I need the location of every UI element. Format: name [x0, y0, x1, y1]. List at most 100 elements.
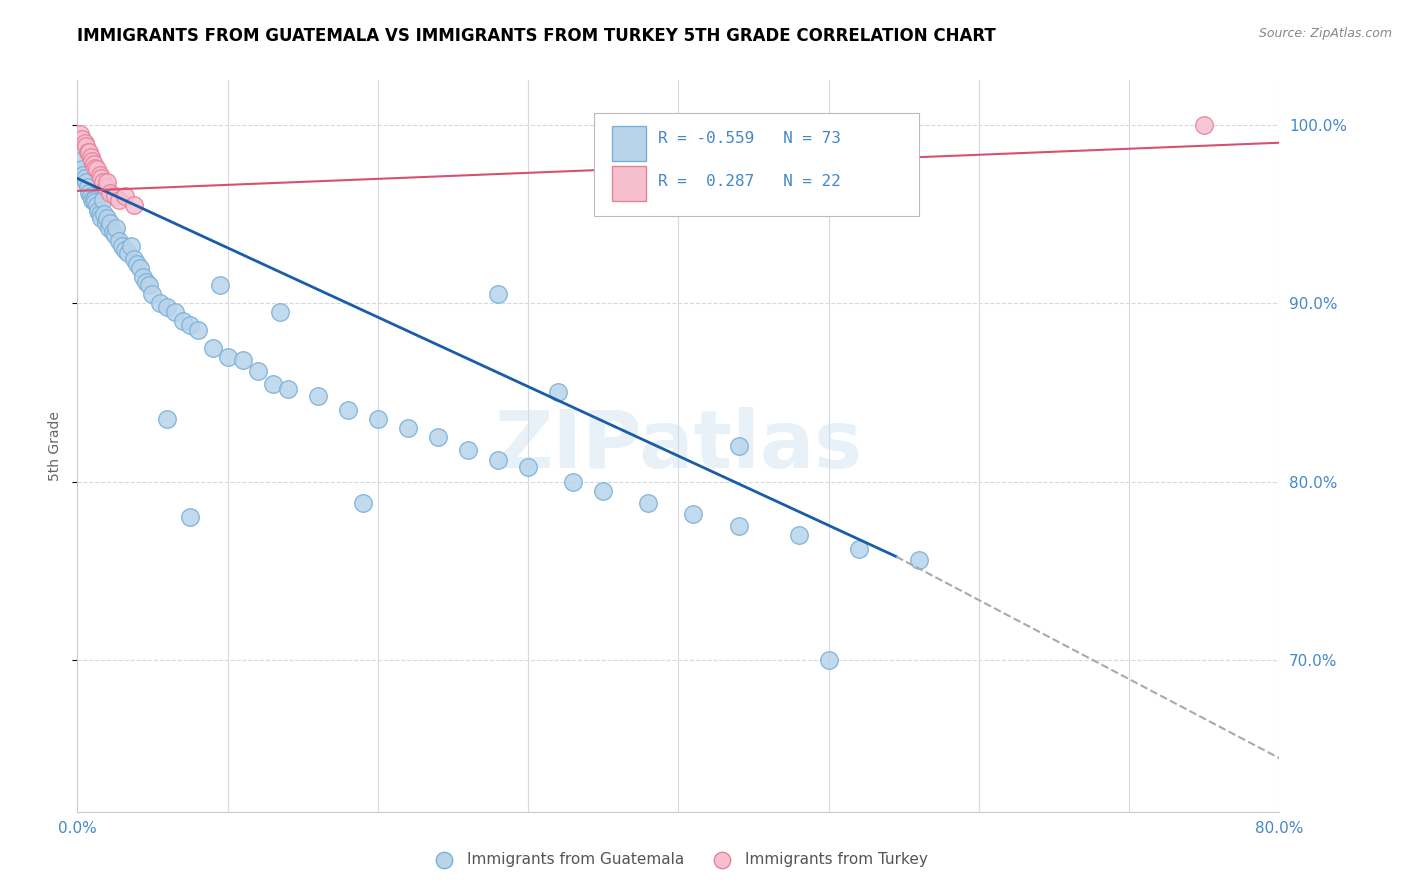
Point — [307, 389, 329, 403]
Point — [277, 382, 299, 396]
Point — [94, 180, 117, 194]
Point — [80, 150, 103, 164]
Point — [787, 528, 810, 542]
Point — [103, 225, 125, 239]
Point — [108, 234, 131, 248]
Point — [79, 186, 101, 200]
Point — [80, 189, 103, 203]
Point — [73, 171, 96, 186]
Point — [367, 412, 389, 426]
Point — [209, 278, 232, 293]
Point — [156, 300, 179, 314]
Point — [562, 475, 585, 489]
Point — [87, 203, 110, 218]
Point — [517, 460, 540, 475]
Point — [217, 350, 239, 364]
Point — [82, 153, 104, 168]
Point — [104, 189, 127, 203]
Point — [91, 193, 114, 207]
Point — [727, 519, 749, 533]
Point — [73, 136, 96, 150]
Point — [547, 385, 569, 400]
Point — [83, 193, 105, 207]
Point — [111, 239, 134, 253]
Point — [172, 314, 194, 328]
Point — [96, 211, 118, 225]
Point — [246, 364, 269, 378]
Point — [727, 439, 749, 453]
Point — [90, 171, 112, 186]
Point — [82, 193, 104, 207]
Point — [93, 207, 115, 221]
Point — [114, 189, 136, 203]
Point — [637, 496, 659, 510]
Point — [117, 246, 139, 260]
Text: Source: ZipAtlas.com: Source: ZipAtlas.com — [1258, 27, 1392, 40]
Point — [848, 542, 870, 557]
Point — [179, 318, 201, 332]
Bar — [612, 166, 645, 201]
Point — [269, 305, 291, 319]
Point — [138, 278, 160, 293]
Point — [149, 296, 172, 310]
Point — [104, 228, 127, 243]
Point — [127, 257, 149, 271]
Point — [108, 193, 131, 207]
Point — [135, 275, 157, 289]
Point — [457, 442, 479, 457]
Point — [201, 341, 224, 355]
Point — [89, 207, 111, 221]
Text: IMMIGRANTS FROM GUATEMALA VS IMMIGRANTS FROM TURKEY 5TH GRADE CORRELATION CHART: IMMIGRANTS FROM GUATEMALA VS IMMIGRANTS … — [77, 27, 995, 45]
Text: ZIPatlas: ZIPatlas — [495, 407, 862, 485]
Point — [84, 161, 107, 175]
Point — [86, 162, 108, 177]
Point — [232, 353, 254, 368]
Point — [105, 221, 128, 235]
Point — [94, 216, 117, 230]
Point — [179, 510, 201, 524]
Point — [86, 198, 108, 212]
Point — [817, 653, 839, 667]
FancyBboxPatch shape — [595, 113, 920, 216]
Point — [96, 175, 118, 189]
Point — [91, 175, 114, 189]
Point — [72, 168, 94, 182]
Point — [336, 403, 359, 417]
Point — [396, 421, 419, 435]
Point — [141, 287, 163, 301]
Bar — [612, 126, 645, 161]
Point — [84, 194, 107, 209]
Point — [76, 180, 98, 194]
Point — [352, 496, 374, 510]
Point — [262, 376, 284, 391]
Point — [69, 153, 91, 168]
Point — [187, 323, 209, 337]
Point — [486, 287, 509, 301]
Point — [97, 221, 120, 235]
Point — [89, 168, 111, 182]
Point — [70, 132, 93, 146]
Point — [1194, 118, 1216, 132]
Point — [486, 453, 509, 467]
Point — [79, 145, 101, 159]
Point — [908, 553, 931, 567]
Point — [163, 305, 186, 319]
Point — [76, 145, 98, 159]
Point — [100, 216, 122, 230]
Point — [427, 430, 450, 444]
Point — [120, 239, 142, 253]
Point — [75, 175, 97, 189]
Point — [69, 127, 91, 141]
Point — [90, 211, 112, 225]
Point — [70, 162, 93, 177]
Point — [100, 186, 122, 200]
Point — [682, 507, 704, 521]
Point — [592, 483, 614, 498]
Point — [114, 243, 136, 257]
Point — [83, 157, 105, 171]
Point — [124, 252, 146, 266]
Legend: Immigrants from Guatemala, Immigrants from Turkey: Immigrants from Guatemala, Immigrants fr… — [423, 847, 934, 873]
Y-axis label: 5th Grade: 5th Grade — [48, 411, 62, 481]
Point — [156, 412, 179, 426]
Point — [129, 260, 152, 275]
